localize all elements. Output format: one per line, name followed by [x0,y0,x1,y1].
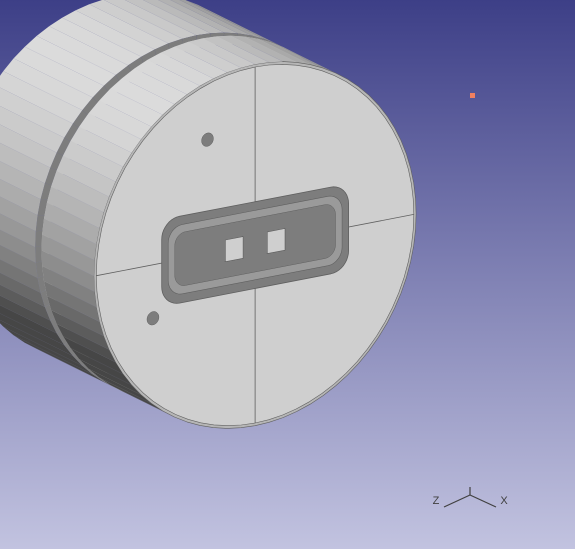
3d-viewport[interactable]: Z X [0,0,575,549]
origin-marker [470,93,475,98]
model-render [0,0,575,549]
